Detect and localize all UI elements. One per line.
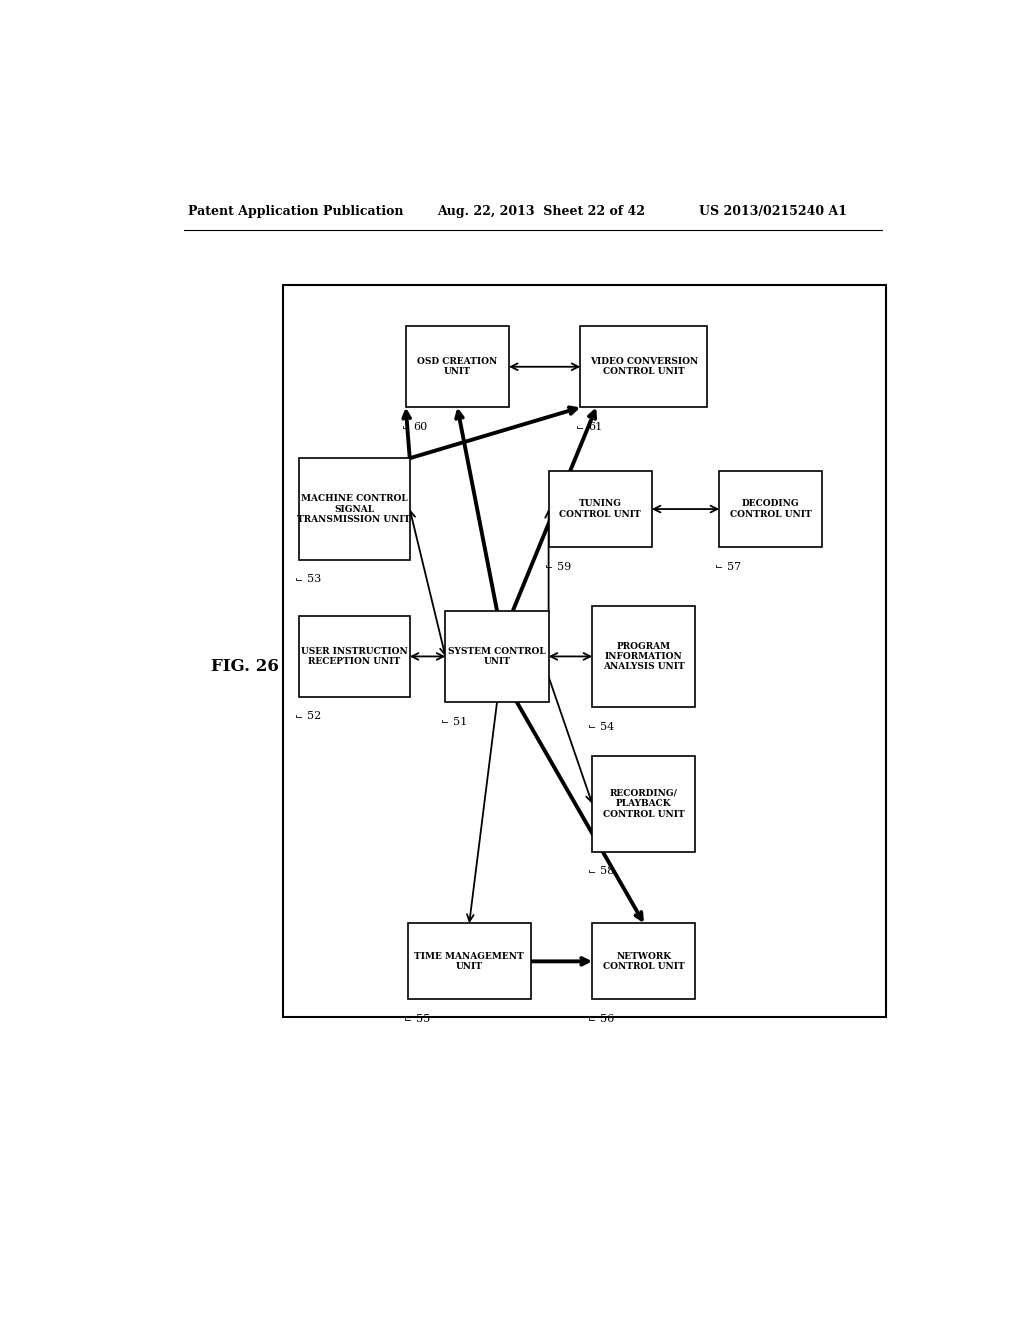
- Bar: [408, 923, 530, 999]
- Text: VIDEO CONVERSION
CONTROL UNIT: VIDEO CONVERSION CONTROL UNIT: [590, 358, 698, 376]
- Text: 59: 59: [557, 561, 570, 572]
- Text: DECODING
CONTROL UNIT: DECODING CONTROL UNIT: [730, 499, 812, 519]
- Text: TIME MANAGEMENT
UNIT: TIME MANAGEMENT UNIT: [415, 952, 524, 972]
- Text: 54: 54: [600, 722, 614, 731]
- Text: Aug. 22, 2013  Sheet 22 of 42: Aug. 22, 2013 Sheet 22 of 42: [437, 205, 645, 218]
- Text: SYSTEM CONTROL
UNIT: SYSTEM CONTROL UNIT: [449, 647, 546, 667]
- Text: Patent Application Publication: Patent Application Publication: [187, 205, 403, 218]
- Text: OSD CREATION
UNIT: OSD CREATION UNIT: [417, 358, 498, 376]
- Text: 55: 55: [416, 1014, 430, 1024]
- Text: USER INSTRUCTION
RECEPTION UNIT: USER INSTRUCTION RECEPTION UNIT: [301, 647, 408, 667]
- Bar: [549, 471, 652, 548]
- Text: FIG. 26: FIG. 26: [211, 659, 280, 675]
- Text: ⌙: ⌙: [588, 1014, 596, 1024]
- Text: ⌙: ⌙: [403, 1014, 412, 1024]
- Text: US 2013/0215240 A1: US 2013/0215240 A1: [699, 205, 848, 218]
- Text: ⌙: ⌙: [545, 561, 553, 572]
- Text: RECORDING/
PLAYBACK
CONTROL UNIT: RECORDING/ PLAYBACK CONTROL UNIT: [603, 789, 685, 818]
- Text: ⌙: ⌙: [295, 574, 303, 585]
- Bar: [299, 615, 410, 697]
- Bar: [592, 923, 695, 999]
- Bar: [592, 606, 695, 708]
- Text: ⌙: ⌙: [577, 422, 585, 432]
- Text: ⌙: ⌙: [716, 561, 723, 572]
- Text: 51: 51: [454, 717, 468, 726]
- Text: MACHINE CONTROL
SIGNAL
TRANSMISSION UNIT: MACHINE CONTROL SIGNAL TRANSMISSION UNIT: [298, 494, 411, 524]
- Text: 56: 56: [600, 1014, 614, 1024]
- Text: ⌙: ⌙: [588, 866, 596, 876]
- Text: 58: 58: [600, 866, 614, 876]
- Text: NETWORK
CONTROL UNIT: NETWORK CONTROL UNIT: [603, 952, 685, 972]
- Text: ⌙: ⌙: [588, 722, 596, 731]
- Bar: [406, 326, 509, 408]
- Text: TUNING
CONTROL UNIT: TUNING CONTROL UNIT: [559, 499, 641, 519]
- Text: ⌙: ⌙: [441, 717, 450, 726]
- Text: 60: 60: [414, 422, 428, 432]
- Bar: [445, 611, 549, 702]
- Text: ⌙: ⌙: [401, 422, 410, 432]
- Bar: [581, 326, 708, 408]
- Text: 53: 53: [306, 574, 321, 585]
- Bar: [719, 471, 822, 548]
- Text: 52: 52: [306, 711, 321, 722]
- Text: 57: 57: [727, 561, 741, 572]
- Text: PROGRAM
INFORMATION
ANALYSIS UNIT: PROGRAM INFORMATION ANALYSIS UNIT: [603, 642, 685, 672]
- Text: 61: 61: [588, 422, 602, 432]
- Text: ⌙: ⌙: [295, 711, 303, 722]
- Bar: [283, 285, 886, 1018]
- Bar: [299, 458, 410, 560]
- Bar: [592, 755, 695, 853]
